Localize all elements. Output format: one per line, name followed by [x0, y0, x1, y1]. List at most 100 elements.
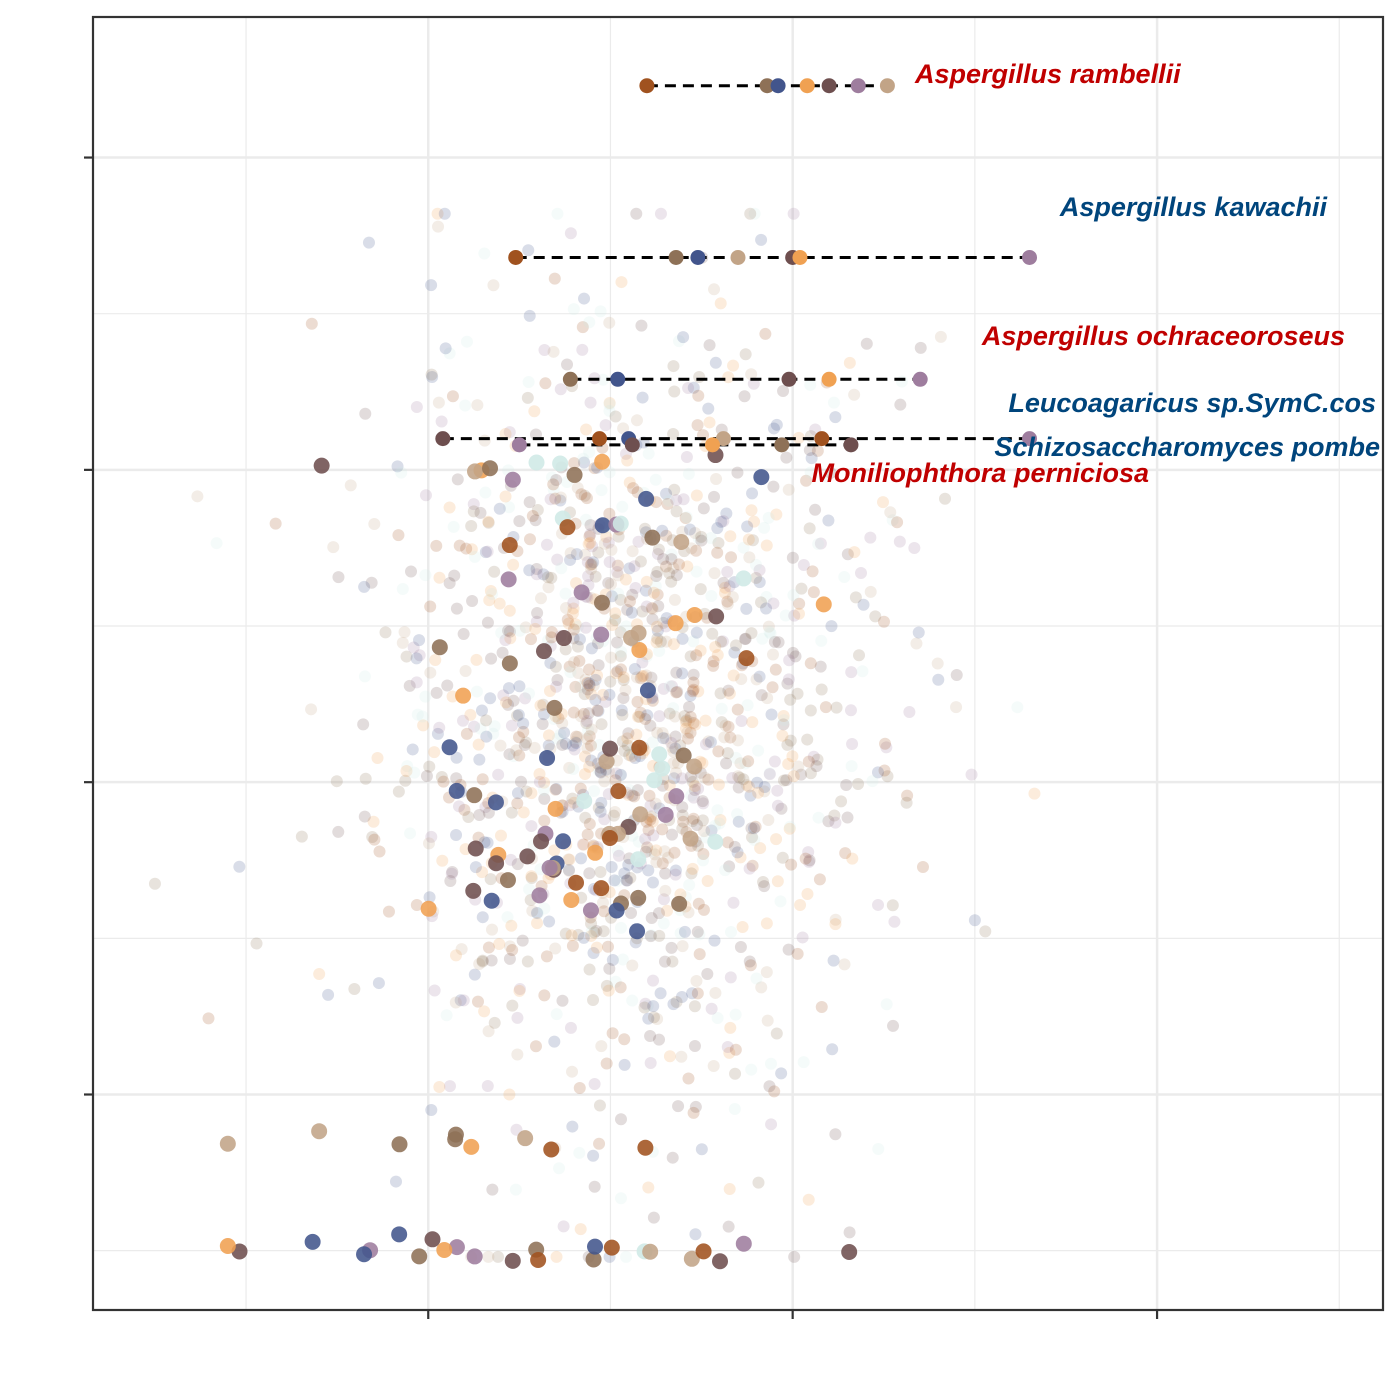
data-point	[500, 571, 517, 588]
background-point	[715, 515, 728, 528]
background-point	[783, 820, 796, 833]
background-point	[561, 358, 574, 371]
background-point	[565, 929, 578, 942]
background-point	[459, 399, 472, 412]
background-point	[763, 1080, 776, 1093]
background-point	[689, 718, 702, 731]
background-point	[632, 835, 645, 848]
background-point	[791, 687, 804, 700]
background-point	[910, 637, 923, 650]
background-point	[660, 560, 673, 573]
data-point	[738, 650, 755, 667]
background-point	[636, 670, 649, 683]
background-point	[456, 714, 469, 727]
species-label: Schizosaccharomyces pombe	[994, 432, 1380, 462]
background-point	[829, 913, 842, 926]
background-point	[844, 704, 857, 717]
background-point	[744, 959, 757, 972]
background-point	[479, 486, 492, 499]
background-point	[689, 527, 702, 540]
background-point	[604, 675, 617, 688]
background-point	[584, 536, 597, 549]
background-point	[623, 749, 636, 762]
background-point	[359, 772, 372, 785]
background-point	[812, 537, 825, 550]
data-point	[646, 772, 663, 789]
background-point	[743, 551, 756, 564]
background-point	[594, 805, 607, 818]
background-point	[488, 565, 501, 578]
background-point	[595, 718, 608, 731]
background-point	[625, 907, 638, 920]
background-point	[724, 530, 737, 543]
background-point	[542, 729, 555, 742]
background-point	[709, 986, 722, 999]
background-point	[950, 669, 963, 682]
background-point	[672, 1100, 685, 1113]
species-point	[592, 431, 608, 447]
background-point	[526, 904, 539, 917]
background-point	[569, 735, 582, 748]
background-point	[580, 717, 593, 730]
background-point	[536, 717, 549, 730]
species-point	[668, 249, 684, 265]
background-point	[191, 490, 204, 503]
background-point	[845, 760, 858, 773]
background-point	[755, 233, 768, 246]
background-point	[687, 635, 700, 648]
data-point	[487, 794, 504, 811]
background-point	[451, 473, 464, 486]
background-point	[588, 1077, 601, 1090]
background-point	[478, 1005, 491, 1018]
background-point	[425, 830, 438, 843]
background-point	[646, 736, 659, 749]
background-point	[709, 819, 722, 832]
background-point	[777, 718, 790, 731]
background-point	[484, 873, 497, 886]
background-point	[566, 939, 579, 952]
background-point	[732, 781, 745, 794]
data-point	[517, 1130, 534, 1147]
background-point	[567, 763, 580, 776]
background-point	[416, 710, 429, 723]
background-point	[406, 743, 419, 756]
background-point	[891, 516, 904, 529]
background-point	[611, 636, 624, 649]
background-point	[639, 712, 652, 725]
background-point	[670, 766, 683, 779]
background-point	[641, 841, 654, 854]
background-point	[645, 602, 658, 615]
species-point	[792, 249, 808, 265]
background-point	[585, 558, 598, 571]
background-point	[702, 735, 715, 748]
data-point	[563, 891, 580, 908]
background-point	[725, 551, 738, 564]
background-point	[650, 569, 663, 582]
background-point	[570, 548, 583, 561]
background-point	[433, 1080, 446, 1093]
background-point	[563, 864, 576, 877]
background-point	[696, 814, 709, 827]
background-point	[269, 517, 282, 530]
background-point	[562, 863, 575, 876]
background-point	[517, 717, 530, 730]
background-point	[585, 642, 598, 655]
background-point	[683, 700, 696, 713]
data-point	[695, 1243, 712, 1260]
background-point	[687, 1106, 700, 1119]
background-point	[711, 1012, 724, 1025]
background-point	[453, 539, 466, 552]
background-point	[569, 680, 582, 693]
background-point	[493, 937, 506, 950]
background-point	[766, 681, 779, 694]
background-point	[734, 851, 747, 864]
data-point	[593, 626, 610, 643]
background-point	[410, 898, 423, 911]
data-point	[501, 537, 518, 554]
background-point	[576, 321, 589, 334]
background-point	[562, 617, 575, 630]
background-point	[728, 840, 741, 853]
background-point	[668, 593, 681, 606]
background-point	[567, 623, 580, 636]
